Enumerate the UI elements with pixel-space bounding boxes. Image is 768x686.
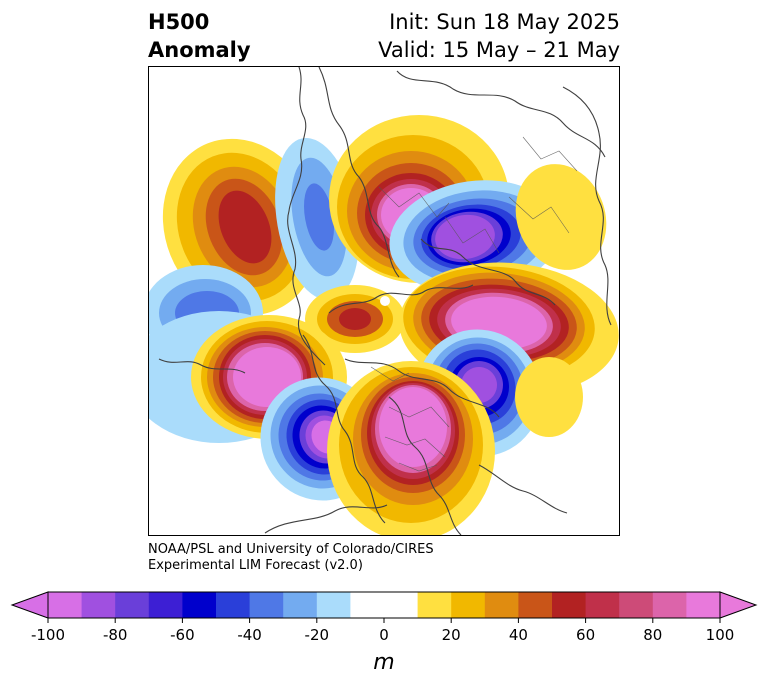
coastlines bbox=[158, 67, 612, 535]
anomaly-map bbox=[148, 66, 620, 536]
colorbar-extend-min bbox=[10, 591, 49, 619]
colorbar-swatch bbox=[552, 592, 587, 618]
credit: NOAA/PSL and University of Colorado/CIRE… bbox=[148, 542, 434, 574]
credit-line-1: NOAA/PSL and University of Colorado/CIRE… bbox=[148, 542, 434, 557]
anomaly-center-eastern-north-america bbox=[327, 361, 495, 535]
colorbar: -100 -80 -60 -40 -20 0 20 40 60 80 100 bbox=[10, 591, 758, 644]
colorbar-tick-label: -20 bbox=[305, 626, 330, 644]
colorbar-tick-label: -80 bbox=[103, 626, 128, 644]
colorbar-tick-label: 20 bbox=[442, 626, 461, 644]
colorbar-swatch bbox=[585, 592, 620, 618]
colorbar-swatch bbox=[451, 592, 486, 618]
colorbar-swatch bbox=[484, 592, 519, 618]
valid-range: Valid: 15 May – 21 May bbox=[378, 38, 620, 62]
colorbar-swatch bbox=[249, 592, 284, 618]
colorbar-tick-label: -60 bbox=[170, 626, 195, 644]
colorbar-swatch bbox=[81, 592, 116, 618]
colorbar-swatch bbox=[48, 592, 83, 618]
colorbar-tick-label: 0 bbox=[379, 626, 389, 644]
init-date: Init: Sun 18 May 2025 bbox=[389, 10, 620, 34]
colorbar-unit-label: m bbox=[373, 650, 395, 675]
colorbar-extend-max bbox=[719, 591, 758, 619]
forecast-dates: Init: Sun 18 May 2025 Valid: 15 May – 21… bbox=[378, 8, 620, 64]
anomaly-center-arctic bbox=[305, 285, 405, 353]
anomaly-center-far-east bbox=[515, 164, 607, 270]
map-canvas bbox=[149, 67, 619, 535]
colorbar-swatch bbox=[216, 592, 251, 618]
colorbar-swatch bbox=[384, 592, 419, 618]
colorbar-swatch bbox=[182, 592, 217, 618]
colorbar-swatch bbox=[652, 592, 687, 618]
colorbar-swatch bbox=[417, 592, 452, 618]
title-line-1: H500 bbox=[148, 10, 210, 34]
colorbar-swatch bbox=[115, 592, 150, 618]
anomaly-contours bbox=[149, 115, 619, 535]
political-boundaries bbox=[370, 136, 578, 472]
colorbar-swatch bbox=[283, 592, 318, 618]
colorbar-swatch bbox=[619, 592, 654, 618]
colorbar-swatch bbox=[518, 592, 553, 618]
credit-line-2: Experimental LIM Forecast (v2.0) bbox=[148, 558, 363, 573]
colorbar-swatch bbox=[316, 592, 351, 618]
colorbar-tick-label: 80 bbox=[643, 626, 662, 644]
colorbar-tick-label: -100 bbox=[31, 626, 65, 644]
colorbar-swatch bbox=[686, 592, 721, 618]
map-title: H500 Anomaly bbox=[148, 8, 251, 64]
colorbar-tick-label: 100 bbox=[706, 626, 735, 644]
colorbar-swatch bbox=[350, 592, 385, 618]
title-line-2: Anomaly bbox=[148, 38, 251, 62]
colorbar-tick-label: 40 bbox=[509, 626, 528, 644]
colorbar-swatch bbox=[148, 592, 183, 618]
colorbar-tick-label: -40 bbox=[237, 626, 262, 644]
colorbar-tick-label: 60 bbox=[576, 626, 595, 644]
